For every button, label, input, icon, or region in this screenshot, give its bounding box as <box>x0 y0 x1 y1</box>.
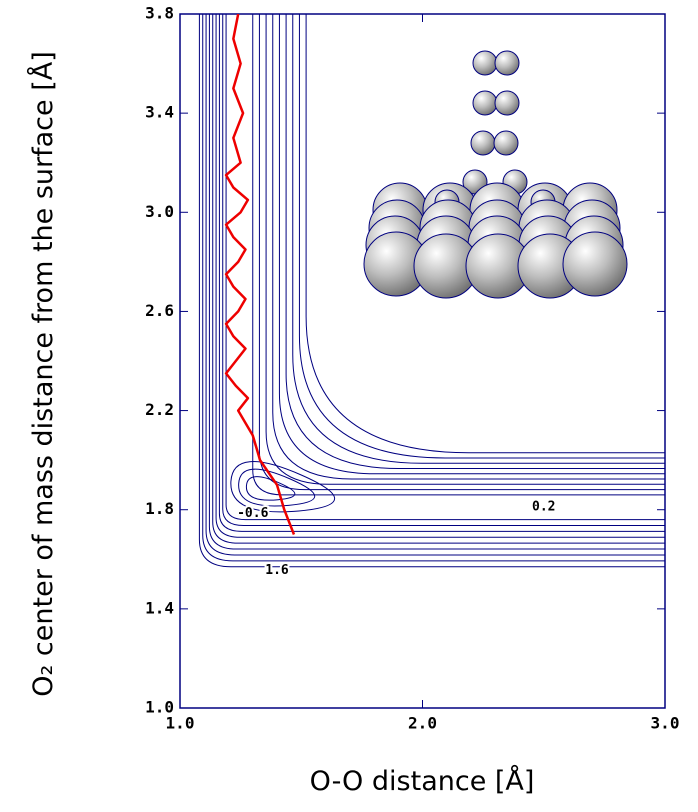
x-tick-label: 1.0 <box>166 714 195 733</box>
y-tick-label: 2.2 <box>145 400 174 419</box>
contour-line <box>212 14 665 544</box>
x-tick-label: 2.0 <box>408 714 437 733</box>
contour-line <box>222 14 665 527</box>
y-axis-label: O₂ center of mass distance from the surf… <box>27 51 59 696</box>
contour-line <box>202 14 665 562</box>
surface-inset <box>363 50 628 299</box>
contour-line <box>215 14 665 538</box>
y-tick-label: 3.8 <box>145 4 174 23</box>
x-axis-label: O-O distance [Å] <box>310 765 535 797</box>
contour-line <box>218 14 665 532</box>
contour-line <box>198 14 665 568</box>
y-tick-label: 2.6 <box>145 301 174 320</box>
y-tick-label: 1.0 <box>145 698 174 717</box>
contour-group <box>198 14 665 568</box>
x-tick-label: 3.0 <box>651 714 680 733</box>
y-tick-label: 1.8 <box>145 499 174 518</box>
contour-label: 1.6 <box>265 563 289 578</box>
y-tick-label: 1.4 <box>145 598 174 617</box>
contour-line <box>208 14 665 550</box>
y-tick-label: 3.0 <box>145 202 174 221</box>
contour-line <box>225 14 665 521</box>
contour-line <box>245 476 296 501</box>
contour-label: -0.6 <box>237 506 268 521</box>
contour-label: 0.2 <box>532 500 555 515</box>
trajectory <box>224 14 296 535</box>
contour-line <box>230 461 335 513</box>
contour-line <box>205 14 665 556</box>
y-tick-label: 3.4 <box>145 103 174 122</box>
